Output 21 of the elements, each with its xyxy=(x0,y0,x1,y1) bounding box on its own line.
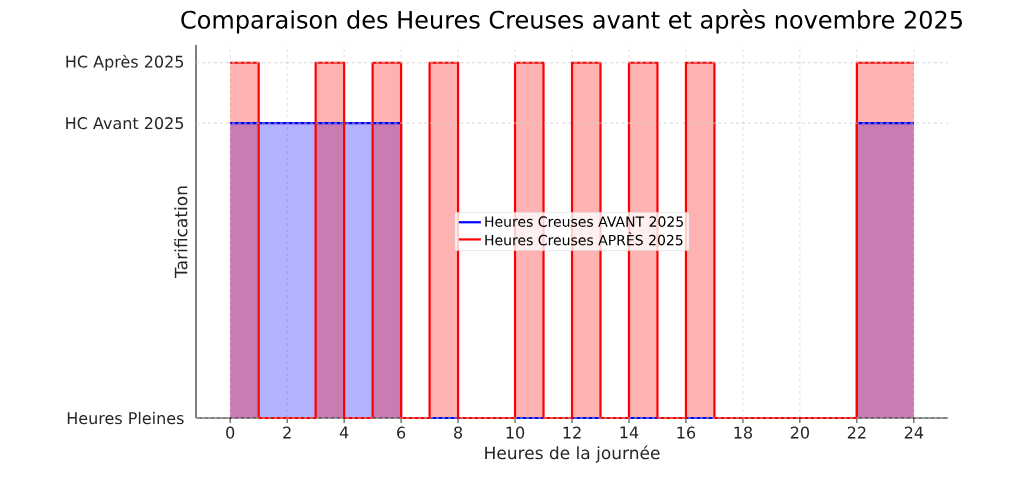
x-tick-label: 10 xyxy=(506,426,525,439)
ref-line-label: HC Avant 2025 xyxy=(66,117,184,130)
x-tick-label: 18 xyxy=(734,426,752,439)
x-tick-label: 22 xyxy=(847,426,866,439)
x-tick-label: 12 xyxy=(563,426,581,439)
x-tick-label: 16 xyxy=(677,426,696,439)
x-tick-label: 2 xyxy=(283,426,291,439)
x-tick-label: 0 xyxy=(226,426,235,439)
x-tick-label: 8 xyxy=(454,426,463,439)
legend-label: Heures Creuses AVANT 2025 xyxy=(485,216,683,227)
chart-title: Comparaison des Heures Creuses avant et après novembre 2025 xyxy=(181,9,962,34)
y-axis-title: Tarification xyxy=(174,186,188,278)
ref-line-label: Heures Pleines xyxy=(67,411,184,425)
x-tick-label: 20 xyxy=(790,426,809,439)
x-axis-title: Heures de la journée xyxy=(485,445,660,463)
legend-label: Heures Creuses APRÈS 2025 xyxy=(485,232,683,246)
x-tick-label: 24 xyxy=(904,426,924,439)
x-tick-label: 4 xyxy=(339,426,349,439)
ref-line-label: HC Après 2025 xyxy=(66,54,184,71)
x-tick-label: 6 xyxy=(397,426,406,439)
x-tick-label: 14 xyxy=(620,426,639,439)
